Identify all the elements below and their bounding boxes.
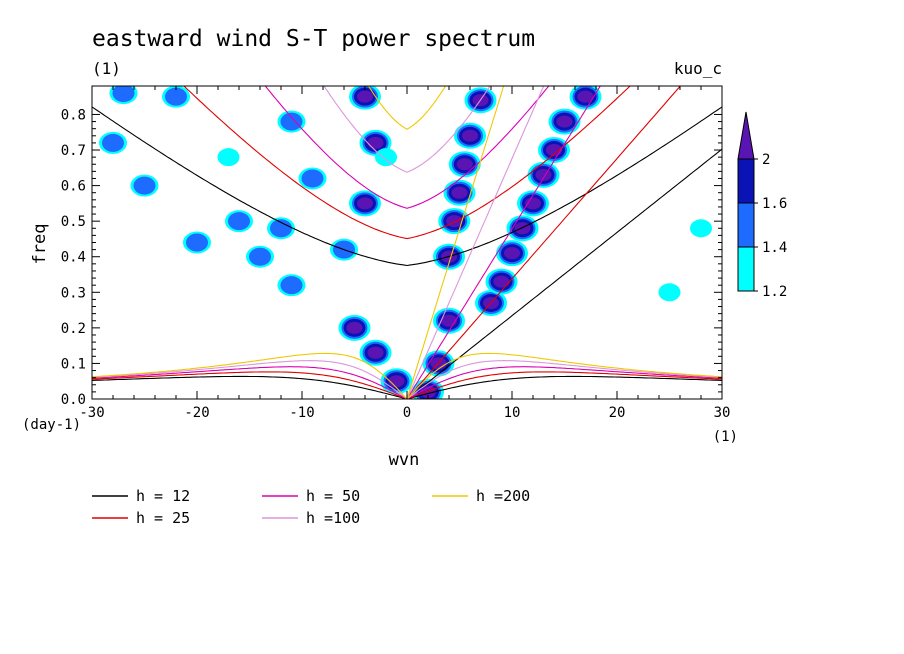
legend-label: h =200 [476, 487, 530, 505]
y-axis-unit: (day-1) [22, 417, 81, 433]
y-tick-label: 0.6 [61, 179, 86, 195]
power-blob-mid [249, 247, 271, 266]
power-blob-core [367, 136, 384, 149]
x-axis-unit: (1) [713, 429, 738, 445]
x-tick-label: -30 [79, 405, 104, 421]
power-blob-core [525, 197, 541, 210]
power-blob-outer [375, 148, 397, 167]
kelvin-curve [406, 86, 682, 399]
legend-label: h = 25 [136, 509, 190, 527]
power-blob-core [504, 247, 520, 260]
power-blob-mid [280, 112, 303, 131]
chart-subtitle-right: kuo_c [674, 59, 722, 78]
power-blob-core [346, 321, 363, 334]
legend-label: h = 50 [306, 487, 360, 505]
chart-title: eastward wind S-T power spectrum [92, 26, 535, 52]
legend-label: h =100 [306, 509, 360, 527]
legend: h = 12 h = 25 h = 50 h =100 h =200 [92, 487, 530, 527]
x-axis-label: wvn [389, 450, 420, 470]
power-blob-mid [228, 212, 250, 231]
power-spectrum-shading [99, 86, 712, 399]
power-blob-core [357, 90, 373, 103]
power-blob-core [357, 197, 373, 210]
colorbar-segment [737, 202, 755, 248]
y-tick-label: 0.0 [61, 392, 86, 408]
colorbar-label: 1.4 [762, 240, 787, 256]
power-blob-mid [280, 276, 303, 295]
power-blob-core [535, 168, 552, 181]
power-blob-outer [658, 283, 681, 302]
power-blob-core [367, 346, 384, 359]
x-tick-label: 10 [504, 405, 521, 421]
colorbar-segment [737, 158, 755, 204]
colorbar-segment [737, 246, 755, 292]
power-blob-core [577, 90, 594, 103]
gravity-curve [264, 86, 550, 209]
gravity-curve [92, 106, 722, 267]
gravity-curve [367, 86, 447, 130]
kelvin-curve [406, 86, 505, 399]
y-tick-label: 0.1 [61, 356, 86, 372]
x-axis: -30 -20 -10 0 10 20 30 [79, 86, 730, 421]
x-tick-label: -20 [184, 405, 209, 421]
power-blob-mid [270, 219, 292, 238]
x-tick-label: 20 [609, 405, 626, 421]
power-blob-core [456, 158, 473, 171]
power-blob-outer [690, 219, 712, 238]
y-tick-label: 0.2 [61, 321, 86, 337]
colorbar-label: 1.2 [762, 284, 787, 300]
colorbar-extension [737, 111, 755, 160]
y-tick-label: 0.3 [61, 285, 86, 301]
rossby-curve [92, 375, 722, 399]
y-tick-label: 0.8 [61, 107, 86, 123]
power-blob-core [462, 129, 478, 142]
rossby-curve [92, 366, 722, 399]
power-blob-core [451, 186, 468, 199]
y-tick-label: 0.7 [61, 143, 86, 159]
rossby-curve [92, 371, 722, 399]
power-blob-mid [112, 86, 135, 103]
power-blob-core [546, 144, 562, 157]
gravity-curve [183, 86, 631, 240]
x-tick-label: 0 [403, 405, 411, 421]
kelvin-curve [406, 86, 601, 399]
x-tick-label: -10 [289, 405, 314, 421]
y-tick-label: 0.4 [61, 250, 86, 266]
power-blob-mid [165, 87, 187, 106]
y-tick-label: 0.5 [61, 214, 86, 230]
power-blob-mid [133, 176, 156, 195]
legend-label: h = 12 [136, 487, 190, 505]
power-blob-outer [217, 148, 240, 167]
power-blob-mid [301, 169, 324, 188]
dispersion-curves [92, 86, 722, 399]
power-blob-core [493, 275, 510, 288]
kelvin-curve [406, 86, 545, 399]
power-blob-mid [102, 133, 124, 152]
colorbar-label: 2 [762, 152, 770, 168]
power-blob-core [556, 115, 573, 128]
rossby-curve [92, 360, 722, 399]
chart-subtitle-left: (1) [92, 59, 121, 78]
x-tick-label: 30 [714, 405, 731, 421]
power-blob-core [388, 375, 405, 388]
power-blob-core [514, 222, 531, 235]
y-axis-label: freq [30, 224, 50, 265]
gravity-curve [323, 86, 491, 173]
y-axis: 0.0 0.1 0.2 0.3 0.4 0.5 0.6 0.7 0.8 [61, 107, 722, 408]
rossby-curve [92, 352, 722, 399]
power-blob-mid [186, 233, 208, 252]
colorbar: 1.2 1.4 1.6 2 [737, 111, 787, 300]
colorbar-label: 1.6 [762, 196, 787, 212]
